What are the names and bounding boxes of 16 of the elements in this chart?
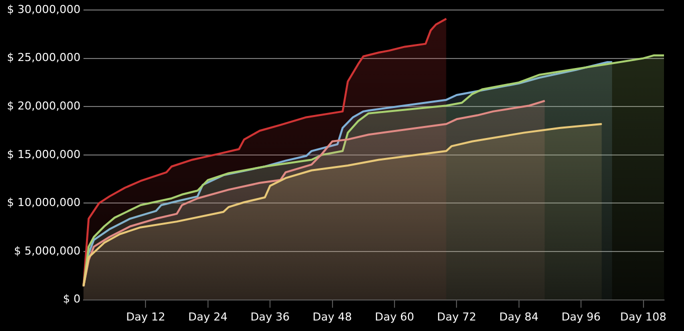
- x-tick-label: Day 12: [126, 310, 166, 324]
- y-tick-label: $ 10,000,000: [6, 196, 80, 210]
- y-tick-label: $ 15,000,000: [6, 148, 80, 161]
- x-tick-label: Day 72: [437, 310, 476, 324]
- x-tick-label: Day 60: [374, 310, 414, 324]
- y-tick-label: $ 0: [62, 292, 80, 306]
- x-tick-label: Day 108: [620, 310, 666, 324]
- x-tick-label: Day 24: [188, 310, 228, 324]
- x-tick-label: Day 36: [250, 310, 290, 324]
- y-tick-label: $ 5,000,000: [14, 244, 80, 258]
- x-tick-label: Day 48: [312, 310, 352, 324]
- y-tick-label: $ 20,000,000: [6, 99, 80, 112]
- y-tick-label: $ 25,000,000: [6, 51, 80, 64]
- y-tick-label: $ 30,000,000: [6, 2, 80, 16]
- x-tick-label: Day 96: [561, 310, 601, 324]
- x-tick-label: Day 84: [499, 310, 538, 324]
